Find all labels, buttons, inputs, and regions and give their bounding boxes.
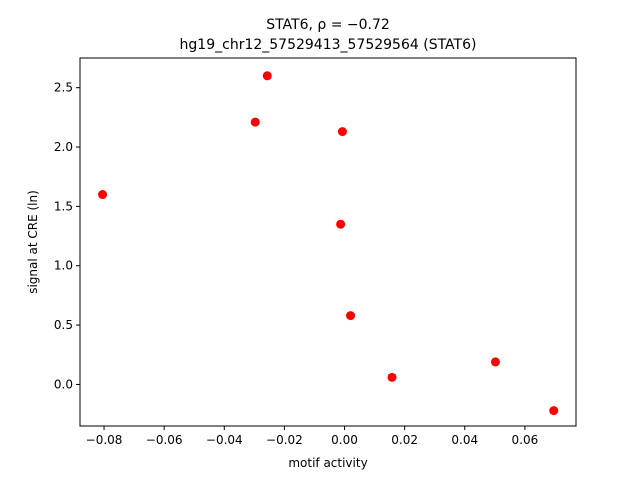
y-axis-ticks: 0.0 0.5 1.0 1.5 2.0 2.5 [54, 81, 80, 391]
x-tick-label: 0.02 [391, 433, 418, 447]
chart-title-line-2: hg19_chr12_57529413_57529564 (STAT6) [180, 37, 477, 53]
x-tick-label: 0.04 [451, 433, 478, 447]
y-tick-label: 1.0 [54, 259, 73, 273]
chart-title-line-1: STAT6, ρ = −0.72 [266, 17, 390, 33]
data-point [346, 311, 356, 321]
x-tick-label: 0.06 [512, 433, 539, 447]
y-tick-label: 2.5 [54, 81, 73, 95]
data-point [336, 219, 346, 229]
x-tick-label: −0.08 [86, 433, 123, 447]
x-tick-label: −0.04 [206, 433, 243, 447]
x-tick-label: 0.00 [331, 433, 358, 447]
x-tick-label: −0.02 [266, 433, 303, 447]
data-point [387, 372, 397, 382]
y-tick-label: 1.5 [54, 199, 73, 213]
data-points [98, 71, 559, 416]
x-tick-label: −0.06 [146, 433, 183, 447]
data-point [250, 117, 260, 127]
y-tick-label: 2.0 [54, 140, 73, 154]
y-axis-label: signal at CRE (ln) [26, 190, 40, 294]
data-point [490, 357, 500, 367]
y-tick-label: 0.5 [54, 318, 73, 332]
y-tick-label: 0.0 [54, 377, 73, 391]
data-point [98, 190, 108, 200]
data-point [262, 71, 272, 81]
data-point [337, 127, 347, 137]
plot-area-frame [79, 57, 577, 427]
x-axis-ticks: −0.08 −0.06 −0.04 −0.02 0.00 0.02 0.04 0.06 [86, 426, 539, 447]
data-point [549, 406, 559, 416]
x-axis-label: motif activity [288, 456, 367, 470]
